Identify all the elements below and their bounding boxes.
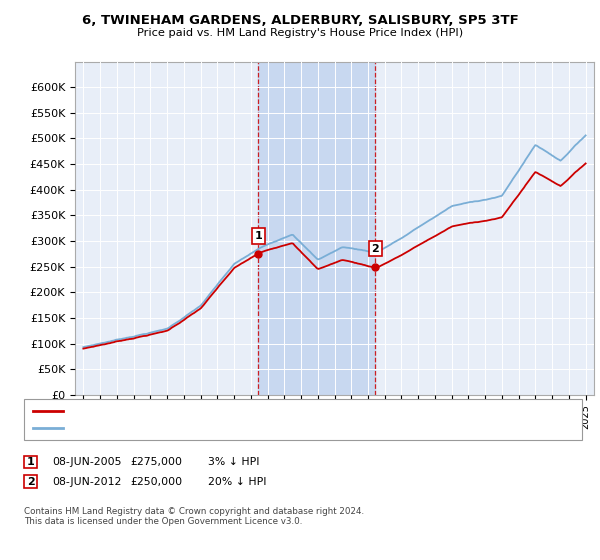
Text: Contains HM Land Registry data © Crown copyright and database right 2024.
This d: Contains HM Land Registry data © Crown c…	[24, 507, 364, 526]
Text: 2: 2	[27, 477, 34, 487]
Text: 08-JUN-2012: 08-JUN-2012	[52, 477, 122, 487]
Text: £250,000: £250,000	[130, 477, 182, 487]
Text: Price paid vs. HM Land Registry's House Price Index (HPI): Price paid vs. HM Land Registry's House …	[137, 28, 463, 38]
Bar	[258, 62, 376, 395]
Text: 3% ↓ HPI: 3% ↓ HPI	[208, 457, 260, 467]
Text: HPI: Average price, detached house, Wiltshire: HPI: Average price, detached house, Wilt…	[68, 423, 296, 433]
Text: 6, TWINEHAM GARDENS, ALDERBURY, SALISBURY, SP5 3TF: 6, TWINEHAM GARDENS, ALDERBURY, SALISBUR…	[82, 14, 518, 27]
Text: 20% ↓ HPI: 20% ↓ HPI	[208, 477, 266, 487]
Text: 08-JUN-2005: 08-JUN-2005	[52, 457, 122, 467]
Text: £275,000: £275,000	[130, 457, 182, 467]
Text: 1: 1	[254, 231, 262, 241]
Text: 1: 1	[27, 457, 34, 467]
Text: 2: 2	[371, 244, 379, 254]
Text: 6, TWINEHAM GARDENS, ALDERBURY, SALISBURY, SP5 3TF (detached house): 6, TWINEHAM GARDENS, ALDERBURY, SALISBUR…	[68, 405, 452, 416]
